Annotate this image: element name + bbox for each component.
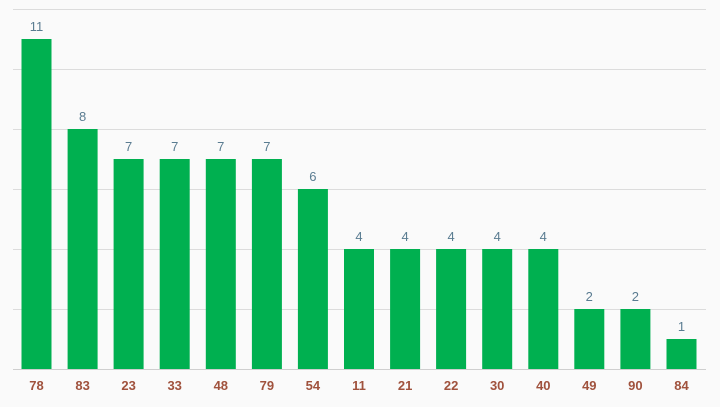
value-label-22: 4 — [447, 229, 454, 244]
bar-48 — [205, 159, 236, 369]
value-label-40: 4 — [540, 229, 547, 244]
bars — [21, 39, 697, 369]
bar-49 — [574, 309, 605, 369]
bar-79 — [251, 159, 282, 369]
category-label-79: 79 — [260, 378, 274, 393]
value-label-21: 4 — [401, 229, 408, 244]
category-labels: 78 83 23 33 48 79 54 11 21 22 30 40 49 90 84 — [29, 378, 689, 393]
bar-83 — [67, 129, 98, 369]
category-label-90: 90 — [628, 378, 642, 393]
category-label-30: 30 — [490, 378, 504, 393]
category-label-78: 78 — [29, 378, 43, 393]
value-label-84: 1 — [678, 319, 685, 334]
value-labels: 11 8 7 7 7 7 6 4 4 4 4 4 2 2 1 — [30, 19, 685, 334]
category-label-49: 49 — [582, 378, 596, 393]
value-label-33: 7 — [171, 139, 178, 154]
category-label-33: 33 — [167, 378, 181, 393]
category-label-11: 11 — [352, 378, 366, 393]
value-label-83: 8 — [79, 109, 86, 124]
value-label-30: 4 — [494, 229, 501, 244]
category-label-23: 23 — [121, 378, 135, 393]
category-label-40: 40 — [536, 378, 550, 393]
value-label-48: 7 — [217, 139, 224, 154]
category-label-21: 21 — [398, 378, 412, 393]
bar-78 — [21, 39, 52, 369]
bar-54 — [297, 189, 328, 369]
bar-40 — [528, 249, 559, 369]
category-label-22: 22 — [444, 378, 458, 393]
value-label-54: 6 — [309, 169, 316, 184]
value-label-11: 4 — [355, 229, 362, 244]
value-label-79: 7 — [263, 139, 270, 154]
bar-21 — [390, 249, 421, 369]
value-label-78: 11 — [30, 19, 44, 34]
bar-23 — [113, 159, 144, 369]
bar-90 — [620, 309, 651, 369]
bar-30 — [482, 249, 513, 369]
category-label-83: 83 — [75, 378, 89, 393]
bar-33 — [159, 159, 190, 369]
value-label-49: 2 — [586, 289, 593, 304]
value-label-90: 2 — [632, 289, 639, 304]
category-label-54: 54 — [306, 378, 321, 393]
bar-84 — [666, 339, 697, 369]
bar-11 — [344, 249, 374, 369]
category-label-48: 48 — [214, 378, 228, 393]
category-label-84: 84 — [674, 378, 689, 393]
value-label-23: 7 — [125, 139, 132, 154]
bar-22 — [436, 249, 467, 369]
